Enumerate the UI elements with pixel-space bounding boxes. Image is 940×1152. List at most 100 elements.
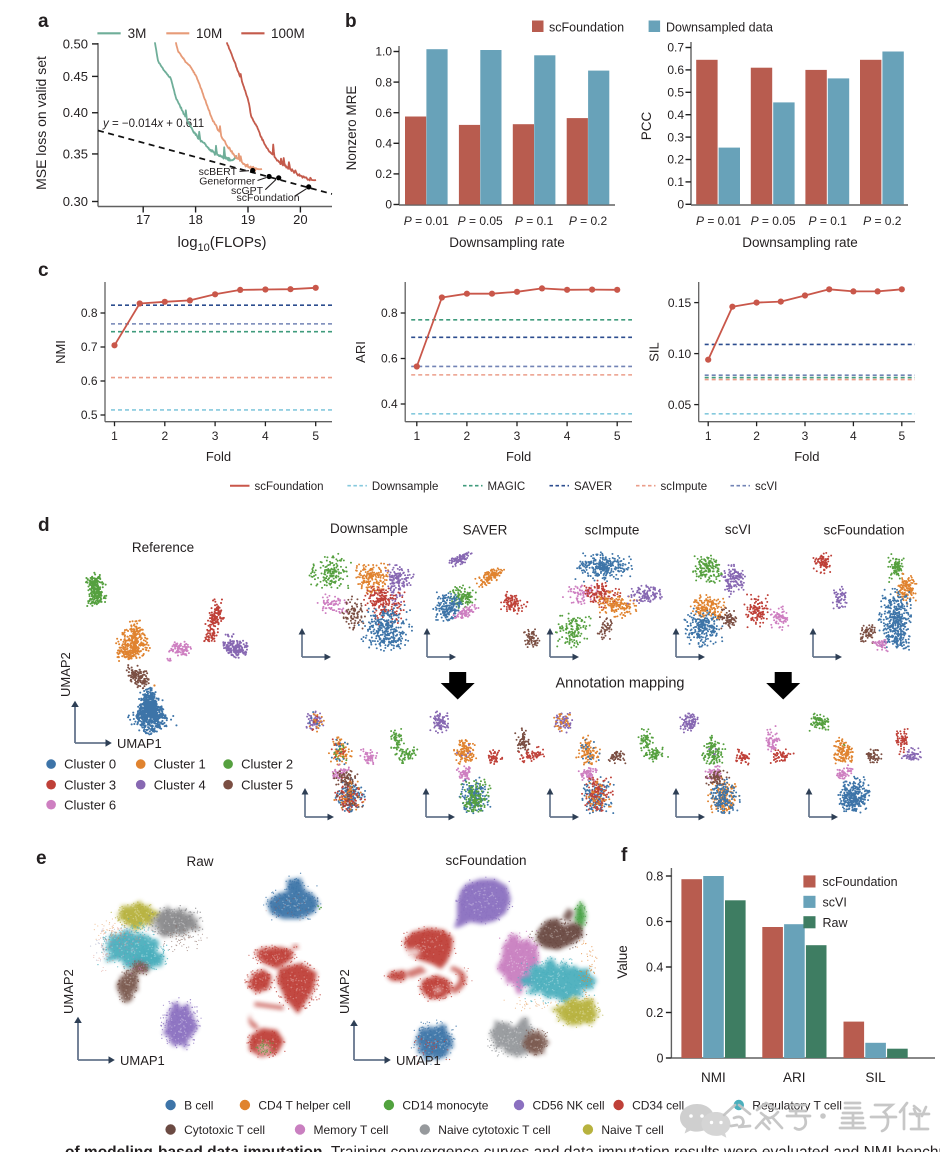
- svg-text:PCC: PCC: [639, 112, 654, 141]
- svg-text:Cluster 3: Cluster 3: [64, 777, 116, 792]
- svg-text:1: 1: [111, 429, 118, 443]
- svg-text:scFoundation: scFoundation: [823, 523, 904, 538]
- svg-text:5: 5: [614, 429, 621, 443]
- svg-text:0.6: 0.6: [381, 352, 398, 366]
- svg-text:0.30: 0.30: [63, 194, 88, 209]
- svg-text:20: 20: [293, 212, 307, 227]
- svg-text:y = −0.014x + 0.611: y = −0.014x + 0.611: [102, 118, 204, 130]
- svg-text:f: f: [621, 845, 628, 866]
- svg-text:4: 4: [262, 429, 269, 443]
- svg-text:P = 0.05: P = 0.05: [458, 214, 503, 228]
- svg-text:P = 0.01: P = 0.01: [404, 214, 449, 228]
- svg-text:Memory T cell: Memory T cell: [314, 1123, 389, 1137]
- svg-text:0.6: 0.6: [667, 63, 684, 77]
- svg-text:0.4: 0.4: [646, 960, 663, 974]
- svg-text:3: 3: [802, 429, 809, 443]
- svg-text:0.5: 0.5: [81, 408, 98, 422]
- svg-text:scVI: scVI: [725, 522, 751, 537]
- svg-text:UMAP1: UMAP1: [396, 1053, 441, 1068]
- svg-text:5: 5: [898, 429, 905, 443]
- svg-text:CD34 cell: CD34 cell: [632, 1099, 684, 1113]
- svg-text:0.8: 0.8: [375, 75, 392, 89]
- svg-text:ARI: ARI: [783, 1070, 806, 1085]
- svg-text:1.0: 1.0: [375, 45, 392, 59]
- svg-text:0.10: 0.10: [668, 347, 692, 361]
- svg-text:0.6: 0.6: [646, 915, 663, 929]
- svg-text:UMAP2: UMAP2: [61, 969, 76, 1014]
- svg-text:scFoundation: scFoundation: [549, 21, 624, 35]
- svg-text:0.2: 0.2: [646, 1006, 663, 1020]
- svg-text:SAVER: SAVER: [574, 481, 612, 493]
- svg-text:3M: 3M: [128, 26, 147, 41]
- svg-text:Nonzero MRE: Nonzero MRE: [344, 86, 359, 171]
- svg-text:0: 0: [677, 198, 684, 212]
- svg-text:0.05: 0.05: [668, 398, 692, 412]
- svg-text:P = 0.01: P = 0.01: [696, 214, 741, 228]
- svg-text:UMAP1: UMAP1: [120, 1053, 165, 1068]
- svg-text:Downsampling rate: Downsampling rate: [449, 235, 565, 250]
- svg-text:0.8: 0.8: [381, 306, 398, 320]
- svg-text:scVI: scVI: [755, 481, 777, 493]
- svg-text:Fold: Fold: [506, 449, 531, 464]
- svg-text:0.2: 0.2: [375, 167, 392, 181]
- svg-text:0.4: 0.4: [667, 108, 684, 122]
- svg-text:Naive cytotoxic T cell: Naive cytotoxic T cell: [438, 1123, 550, 1137]
- svg-text:0.50: 0.50: [63, 36, 88, 51]
- svg-text:Raw: Raw: [186, 854, 213, 869]
- svg-text:0.4: 0.4: [381, 397, 398, 411]
- svg-text:5: 5: [312, 429, 319, 443]
- svg-text:Cluster 5: Cluster 5: [241, 777, 293, 792]
- svg-text:Downsampled data: Downsampled data: [666, 21, 773, 35]
- svg-text:2: 2: [464, 429, 471, 443]
- svg-text:SIL: SIL: [647, 342, 662, 362]
- svg-text:b: b: [345, 11, 357, 32]
- svg-text:scVI: scVI: [823, 895, 847, 909]
- svg-text:scFoundation: scFoundation: [823, 875, 898, 889]
- svg-text:P = 0.1: P = 0.1: [809, 214, 848, 228]
- svg-text:0.5: 0.5: [667, 86, 684, 100]
- svg-text:2: 2: [161, 429, 168, 443]
- svg-text:Naive T cell: Naive T cell: [601, 1123, 663, 1137]
- svg-text:Cluster 4: Cluster 4: [154, 777, 206, 792]
- svg-text:Value: Value: [615, 945, 630, 979]
- svg-text:19: 19: [241, 212, 255, 227]
- svg-text:0.45: 0.45: [63, 69, 88, 84]
- svg-text:3: 3: [514, 429, 521, 443]
- svg-text:of modeling-based data imputat: of modeling-based data imputation. Train…: [65, 1144, 940, 1152]
- svg-text:0.8: 0.8: [646, 869, 663, 883]
- svg-text:a: a: [38, 11, 49, 32]
- svg-text:Reference: Reference: [132, 540, 194, 555]
- svg-text:SIL: SIL: [865, 1070, 886, 1085]
- svg-text:10M: 10M: [196, 26, 222, 41]
- svg-text:e: e: [36, 848, 47, 869]
- svg-text:0.1: 0.1: [667, 175, 684, 189]
- svg-text:0.35: 0.35: [63, 146, 88, 161]
- svg-text:MSE loss on valid set: MSE loss on valid set: [33, 56, 49, 190]
- svg-text:ARI: ARI: [353, 341, 368, 363]
- svg-text:0: 0: [385, 198, 392, 212]
- svg-text:0.7: 0.7: [667, 41, 684, 55]
- svg-text:scFoundation: scFoundation: [255, 481, 324, 493]
- svg-text:SAVER: SAVER: [463, 523, 508, 538]
- svg-text:CD56 NK cell: CD56 NK cell: [533, 1099, 605, 1113]
- svg-text:1: 1: [413, 429, 420, 443]
- svg-text:scImpute: scImpute: [585, 523, 640, 538]
- svg-text:Geneformer: Geneformer: [199, 176, 256, 188]
- svg-text:scBERT: scBERT: [199, 166, 238, 178]
- svg-text:scFoundation: scFoundation: [237, 192, 300, 204]
- svg-text:0.4: 0.4: [375, 137, 392, 151]
- svg-text:P = 0.2: P = 0.2: [569, 214, 608, 228]
- svg-text:B cell: B cell: [184, 1099, 213, 1113]
- svg-text:Downsample: Downsample: [372, 481, 438, 493]
- svg-text:UMAP1: UMAP1: [117, 736, 162, 751]
- svg-text:0.7: 0.7: [81, 340, 98, 354]
- svg-text:Fold: Fold: [206, 449, 231, 464]
- svg-text:0.2: 0.2: [667, 153, 684, 167]
- svg-text:scImpute: scImpute: [661, 481, 708, 493]
- svg-text:UMAP2: UMAP2: [58, 652, 73, 697]
- svg-text:NMI: NMI: [701, 1070, 726, 1085]
- svg-text:Cytotoxic T cell: Cytotoxic T cell: [184, 1123, 265, 1137]
- svg-text:Annotation mapping: Annotation mapping: [556, 676, 685, 692]
- svg-text:Cluster 1: Cluster 1: [154, 757, 206, 772]
- svg-text:0.6: 0.6: [81, 374, 98, 388]
